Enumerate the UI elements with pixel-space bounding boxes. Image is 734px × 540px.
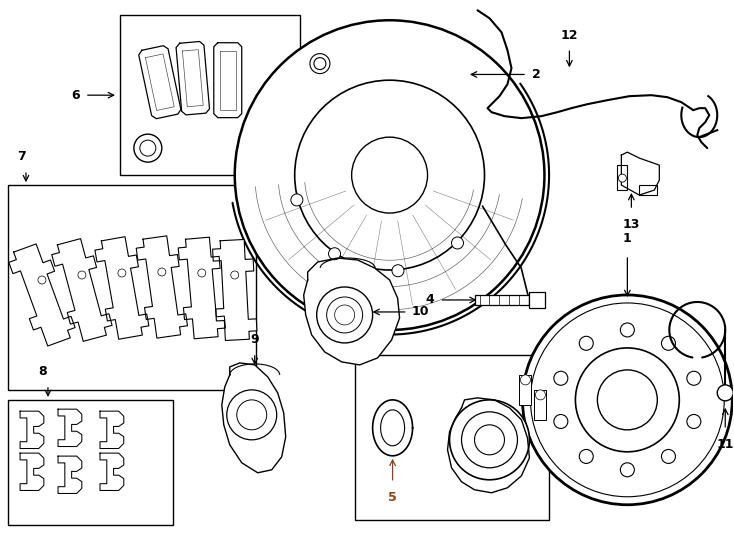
Text: 4: 4 <box>426 293 435 307</box>
Circle shape <box>294 80 484 270</box>
Circle shape <box>235 21 545 330</box>
Circle shape <box>579 449 593 463</box>
Text: 6: 6 <box>71 89 80 102</box>
Circle shape <box>449 400 529 480</box>
Circle shape <box>352 137 428 213</box>
Circle shape <box>661 449 675 463</box>
Polygon shape <box>20 411 44 449</box>
Circle shape <box>134 134 161 162</box>
Circle shape <box>291 194 303 206</box>
Polygon shape <box>9 244 75 346</box>
Circle shape <box>661 336 675 350</box>
Circle shape <box>575 348 679 452</box>
Bar <box>474 295 529 305</box>
Text: 2: 2 <box>532 68 541 81</box>
Bar <box>355 355 550 519</box>
Text: 7: 7 <box>18 150 26 163</box>
Text: 8: 8 <box>39 365 47 378</box>
Circle shape <box>535 390 545 400</box>
Circle shape <box>520 375 531 385</box>
Polygon shape <box>213 239 257 341</box>
Polygon shape <box>222 363 286 473</box>
Circle shape <box>140 140 156 156</box>
Circle shape <box>554 415 568 428</box>
Circle shape <box>474 425 504 455</box>
Bar <box>8 400 172 525</box>
Polygon shape <box>20 453 44 490</box>
Circle shape <box>158 268 166 276</box>
Circle shape <box>227 390 277 440</box>
Circle shape <box>38 276 46 284</box>
Circle shape <box>314 58 326 70</box>
Bar <box>617 165 628 190</box>
Polygon shape <box>52 239 112 341</box>
Polygon shape <box>95 237 149 339</box>
Circle shape <box>197 269 206 277</box>
Circle shape <box>462 412 517 468</box>
Polygon shape <box>622 152 659 195</box>
Circle shape <box>579 336 593 350</box>
Bar <box>120 15 299 175</box>
Circle shape <box>451 237 463 249</box>
Bar <box>639 185 658 195</box>
Circle shape <box>523 295 733 505</box>
Circle shape <box>327 297 363 333</box>
Text: 12: 12 <box>561 29 578 42</box>
Circle shape <box>620 323 634 337</box>
Text: 11: 11 <box>716 438 734 451</box>
Circle shape <box>717 385 733 401</box>
Circle shape <box>329 248 341 260</box>
Polygon shape <box>214 43 241 118</box>
Polygon shape <box>58 409 81 447</box>
Text: 1: 1 <box>623 232 632 245</box>
Circle shape <box>392 265 404 276</box>
Circle shape <box>335 305 355 325</box>
Polygon shape <box>178 237 225 339</box>
Text: 5: 5 <box>388 491 397 504</box>
Bar <box>8 185 255 390</box>
Text: 10: 10 <box>412 306 429 319</box>
Circle shape <box>316 287 373 343</box>
Text: 3: 3 <box>360 320 369 333</box>
Polygon shape <box>58 456 81 494</box>
Circle shape <box>687 372 701 385</box>
Circle shape <box>618 174 626 182</box>
Polygon shape <box>373 400 413 456</box>
Circle shape <box>620 463 634 477</box>
Circle shape <box>687 415 701 428</box>
Bar <box>534 390 546 420</box>
Polygon shape <box>304 258 399 365</box>
Circle shape <box>118 269 126 277</box>
Text: 9: 9 <box>250 333 259 346</box>
Polygon shape <box>100 453 124 490</box>
Polygon shape <box>139 46 181 119</box>
Polygon shape <box>137 236 187 338</box>
Polygon shape <box>176 42 209 115</box>
Circle shape <box>230 271 239 279</box>
Polygon shape <box>100 411 124 449</box>
Circle shape <box>78 271 86 279</box>
Text: 13: 13 <box>622 218 640 231</box>
Circle shape <box>531 303 724 497</box>
Circle shape <box>237 400 266 430</box>
Circle shape <box>554 372 568 385</box>
Bar <box>529 292 545 308</box>
Polygon shape <box>448 398 529 493</box>
Circle shape <box>597 370 658 430</box>
Bar <box>520 375 531 405</box>
